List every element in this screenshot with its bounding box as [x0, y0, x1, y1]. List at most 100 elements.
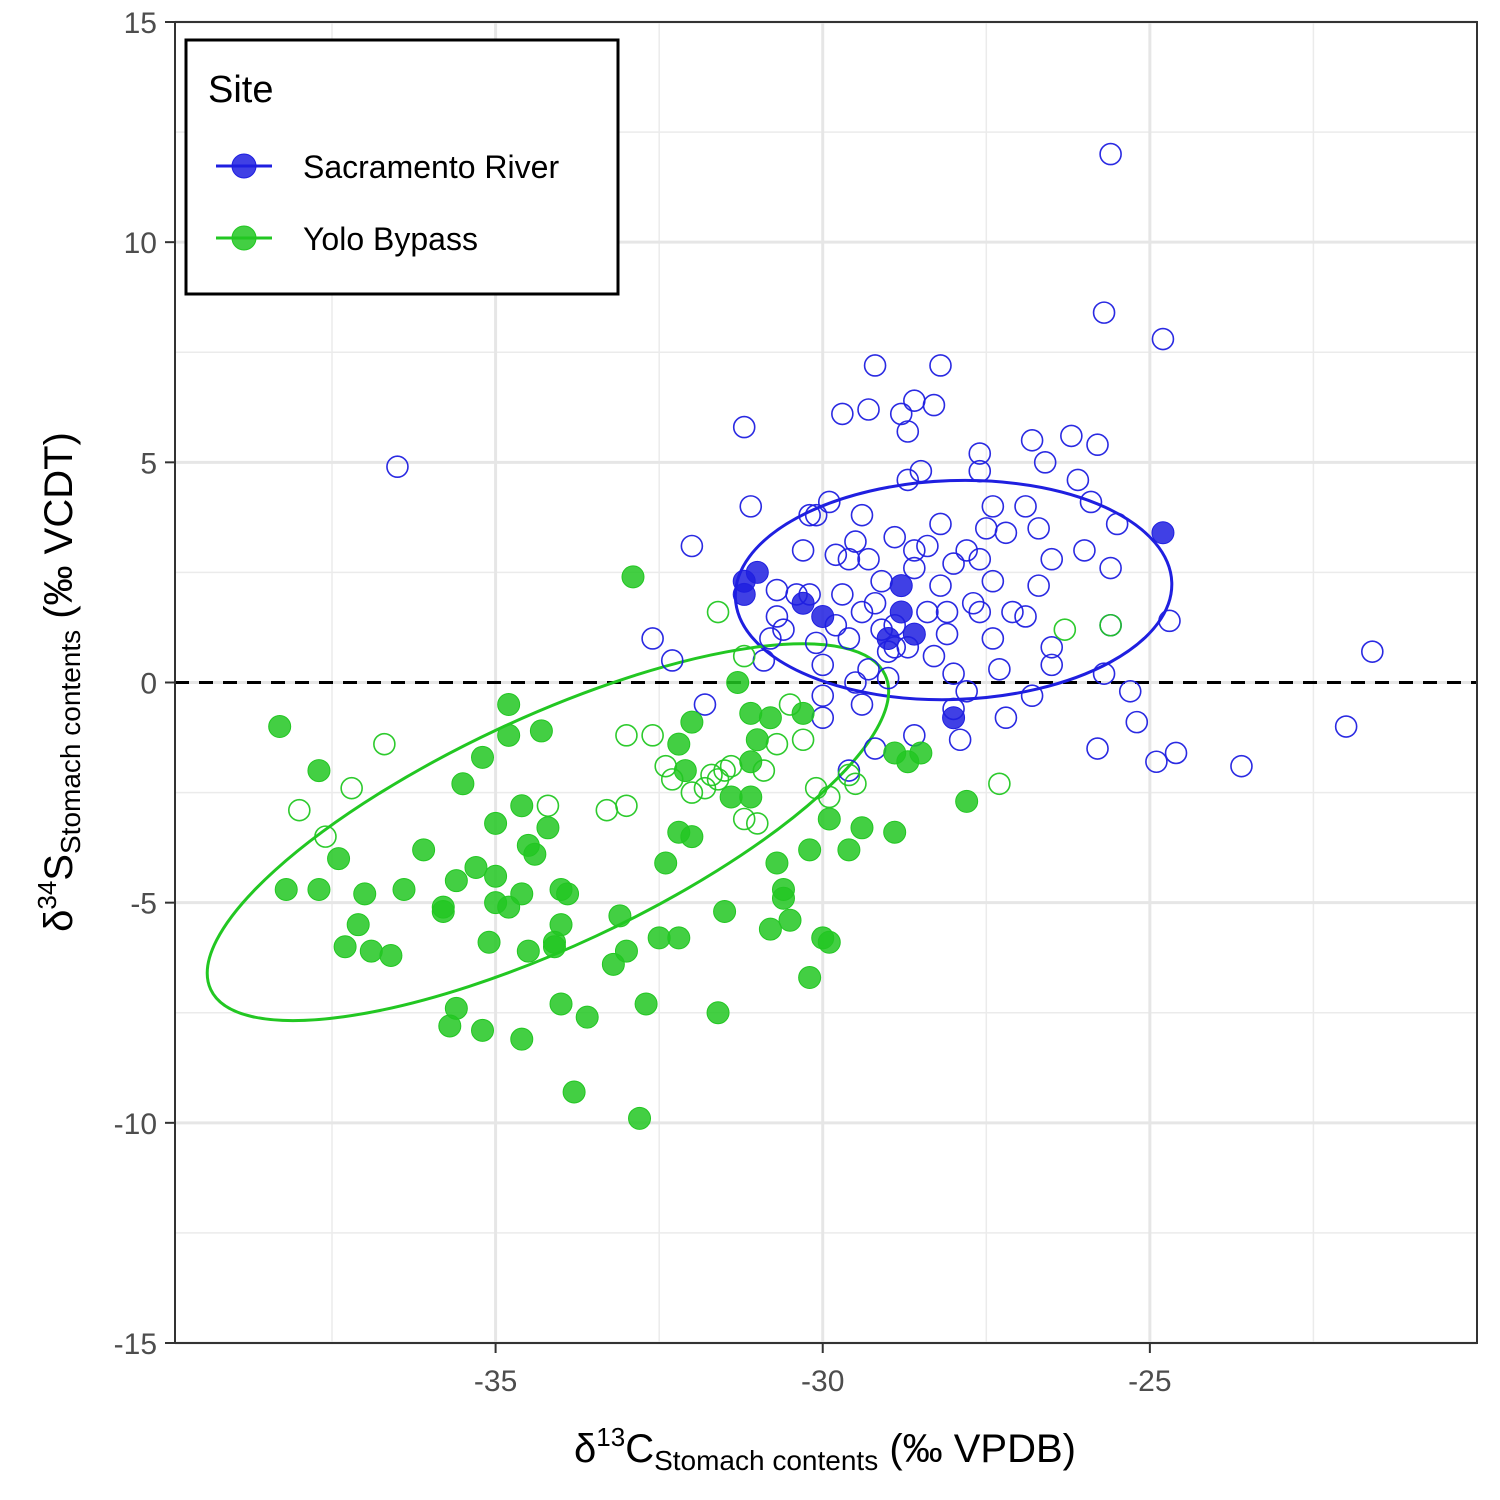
point-open-sacramento-river — [1040, 653, 1064, 677]
point-open-yolo-bypass — [988, 772, 1011, 796]
point-filled-yolo-bypass — [739, 785, 763, 809]
point-filled-yolo-bypass — [359, 939, 383, 963]
point-open-sacramento-river — [981, 627, 1005, 650]
point-open-sacramento-river — [955, 539, 978, 562]
point-open-sacramento-river — [811, 653, 835, 677]
data-points — [268, 142, 1384, 1130]
point-filled-yolo-bypass — [614, 939, 638, 963]
point-filled-yolo-bypass — [484, 811, 508, 835]
point-filled-sacramento-river — [1151, 521, 1175, 545]
point-open-sacramento-river — [1334, 715, 1358, 738]
point-filled-yolo-bypass — [673, 759, 697, 783]
point-open-sacramento-river — [889, 402, 913, 426]
point-filled-yolo-bypass — [719, 785, 743, 809]
point-open-sacramento-river — [772, 618, 795, 641]
point-open-yolo-bypass — [288, 798, 311, 822]
point-open-sacramento-river — [1014, 495, 1037, 518]
point-open-yolo-bypass — [536, 794, 560, 818]
point-open-sacramento-river — [1014, 605, 1037, 628]
point-filled-yolo-bypass — [771, 877, 795, 901]
point-filled-yolo-bypass — [307, 877, 331, 901]
point-filled-yolo-bypass — [497, 723, 521, 747]
point-filled-sacramento-river — [811, 604, 835, 628]
point-filled-yolo-bypass — [516, 833, 540, 857]
point-filled-sacramento-river — [732, 582, 756, 606]
point-filled-yolo-bypass — [444, 869, 468, 893]
point-filled-yolo-bypass — [346, 913, 370, 937]
point-open-sacramento-river — [641, 627, 664, 650]
point-open-sacramento-river — [844, 671, 867, 694]
point-open-sacramento-river — [942, 552, 965, 575]
point-open-sacramento-river — [831, 402, 854, 426]
point-open-sacramento-river — [1158, 609, 1181, 633]
y-tick-label: -5 — [130, 888, 157, 921]
point-filled-yolo-bypass — [529, 719, 553, 743]
point-filled-yolo-bypass — [667, 926, 691, 950]
point-open-sacramento-river — [1073, 539, 1096, 562]
point-open-sacramento-river — [981, 569, 1005, 593]
point-filled-yolo-bypass — [850, 816, 874, 840]
point-filled-yolo-bypass — [726, 671, 750, 694]
point-filled-yolo-bypass — [451, 772, 475, 796]
point-open-yolo-bypass — [706, 768, 730, 791]
point-filled-yolo-bypass — [745, 728, 769, 752]
point-open-yolo-bypass — [837, 763, 861, 787]
point-open-sacramento-river — [994, 521, 1018, 545]
point-filled-yolo-bypass — [667, 732, 691, 756]
point-open-yolo-bypass — [680, 781, 704, 804]
point-open-sacramento-river — [1164, 741, 1188, 765]
axis-ticks — [165, 21, 1151, 1353]
point-open-sacramento-river — [386, 455, 409, 479]
point-open-sacramento-river — [837, 759, 861, 782]
point-open-yolo-bypass — [373, 732, 396, 756]
point-open-sacramento-river — [916, 600, 939, 624]
point-filled-yolo-bypass — [484, 864, 508, 888]
point-open-sacramento-river — [968, 459, 992, 483]
point-open-sacramento-river — [1086, 737, 1109, 760]
point-open-yolo-bypass — [732, 644, 756, 668]
legend-title: Site — [208, 69, 273, 111]
point-open-yolo-bypass — [1099, 613, 1122, 637]
point-open-sacramento-river — [1060, 424, 1083, 448]
point-open-sacramento-river — [1105, 512, 1129, 536]
point-filled-yolo-bypass — [516, 939, 540, 963]
point-filled-yolo-bypass — [955, 789, 979, 813]
point-filled-yolo-bypass — [791, 701, 815, 725]
point-filled-yolo-bypass — [327, 847, 351, 871]
point-open-sacramento-river — [1033, 451, 1057, 474]
point-open-yolo-bypass — [1053, 618, 1077, 641]
point-open-sacramento-river — [942, 662, 965, 685]
point-open-sacramento-river — [765, 605, 789, 628]
point-open-sacramento-river — [1099, 556, 1122, 580]
point-open-sacramento-river — [968, 442, 992, 465]
point-open-sacramento-river — [765, 578, 789, 602]
point-filled-yolo-bypass — [758, 917, 782, 941]
y-tick-label: 15 — [124, 7, 157, 40]
point-open-sacramento-river — [660, 649, 684, 672]
point-filled-yolo-bypass — [758, 706, 782, 730]
point-open-sacramento-river — [693, 693, 717, 716]
point-filled-yolo-bypass — [883, 820, 907, 844]
point-open-sacramento-river — [1020, 684, 1044, 708]
point-filled-yolo-bypass — [628, 1106, 652, 1130]
point-filled-yolo-bypass — [837, 838, 861, 862]
point-open-sacramento-river — [929, 512, 952, 536]
point-filled-yolo-bypass — [542, 930, 566, 954]
point-open-sacramento-river — [903, 539, 926, 562]
y-tick-label: 0 — [140, 668, 157, 701]
point-filled-yolo-bypass — [307, 759, 331, 783]
point-open-sacramento-river — [1092, 662, 1116, 685]
y-axis-title: δ34SStomach contents (‰ VCDT) — [32, 432, 86, 932]
legend-key-dot — [231, 225, 257, 251]
point-filled-yolo-bypass — [798, 838, 822, 862]
point-open-yolo-bypass — [844, 772, 867, 796]
point-filled-yolo-bypass — [412, 838, 436, 862]
point-filled-yolo-bypass — [817, 807, 841, 831]
point-filled-yolo-bypass — [680, 825, 704, 849]
point-open-sacramento-river — [791, 539, 815, 562]
point-open-yolo-bypass — [340, 776, 363, 800]
point-open-sacramento-river — [1125, 710, 1149, 734]
point-open-sacramento-river — [732, 415, 756, 439]
point-open-sacramento-river — [988, 657, 1011, 681]
